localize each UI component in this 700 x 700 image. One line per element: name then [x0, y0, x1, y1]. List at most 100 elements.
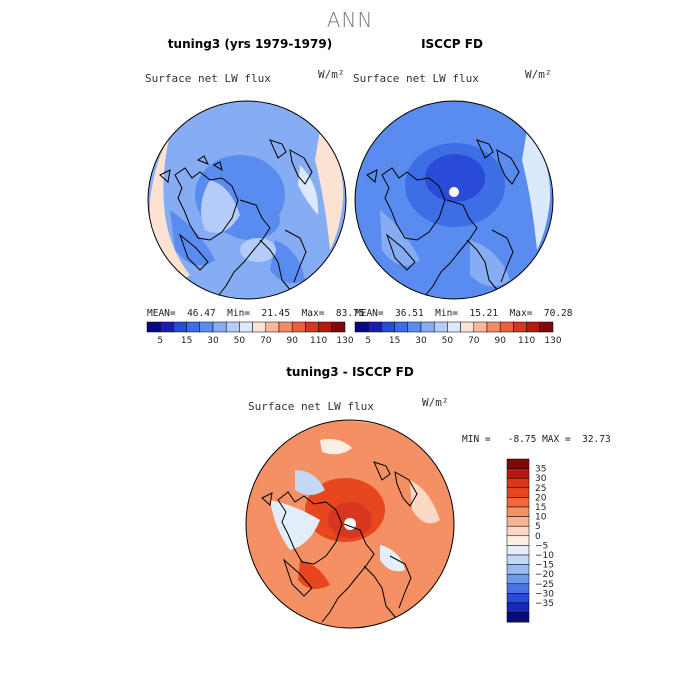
main-title: ANN	[326, 8, 374, 32]
panel1-max-label: Max=	[301, 308, 325, 319]
colorbar-swatch	[506, 497, 530, 508]
panel2-min-label: Min=	[435, 308, 459, 319]
colorbar-tick-label: −25	[535, 580, 554, 590]
colorbar-tick-label: 5	[157, 336, 163, 346]
panel2-mean: 36.51	[395, 308, 424, 319]
panel2-units: W/m²	[525, 68, 552, 81]
colorbar-swatch	[506, 573, 530, 585]
colorbar-swatch	[420, 321, 435, 333]
colorbar-swatch	[265, 321, 280, 333]
colorbar-swatch	[186, 321, 201, 333]
panel1-units: W/m²	[318, 68, 345, 81]
colorbar-swatch	[506, 612, 530, 623]
panel2-max-label: Max=	[509, 308, 533, 319]
colorbar-tick-label: −35	[535, 599, 554, 609]
panel1-mean-label: MEAN=	[147, 308, 176, 319]
panel1-colorbar: 5 15 30 50 70 90 110 130	[146, 321, 354, 346]
panel1-variable: Surface net LW flux	[145, 72, 271, 85]
colorbar-swatch	[381, 321, 395, 333]
colorbar-swatch	[506, 554, 530, 565]
colorbar-swatch	[539, 321, 554, 333]
colorbar-tick-label: −5	[535, 541, 548, 551]
colorbar-swatch	[291, 321, 306, 333]
colorbar-swatch	[159, 321, 174, 333]
colorbar-tick-label: 15	[181, 336, 192, 346]
panel2-map	[354, 100, 554, 300]
colorbar-swatch	[473, 321, 488, 333]
colorbar-swatch	[506, 602, 530, 613]
colorbar-swatch	[506, 487, 530, 498]
colorbar-swatch	[506, 477, 530, 489]
panel2-min: 15.21	[469, 308, 499, 319]
panel2-variable: Surface net LW flux	[353, 72, 479, 85]
diff-map	[245, 419, 455, 629]
colorbar-tick-label: 50	[234, 336, 246, 346]
colorbar-tick-label: 0	[535, 532, 541, 542]
colorbar-tick-label: 5	[535, 522, 541, 532]
colorbar-swatch	[331, 321, 346, 333]
panel2-colorbar: 5 15 30 50 70 90 110 130	[354, 321, 562, 346]
colorbar-swatch	[486, 321, 501, 333]
colorbar-swatch	[367, 321, 382, 333]
panel2-stats: MEAN= 36.51 Min= 15.21 Max= 70.28	[355, 308, 572, 319]
panel1-title: tuning3 (yrs 1979-1979)	[167, 37, 333, 51]
colorbar-tick-label: −10	[535, 551, 554, 561]
colorbar-swatch	[212, 321, 227, 333]
colorbar-tick-label: 70	[468, 336, 480, 346]
colorbar-tick-label: 70	[260, 336, 272, 346]
colorbar-tick-label: 35	[535, 465, 546, 475]
diff-variable: Surface net LW flux	[248, 400, 374, 413]
colorbar-swatch	[506, 525, 530, 537]
colorbar-tick-label: 110	[518, 336, 535, 346]
colorbar-swatch	[239, 321, 253, 333]
colorbar-tick-label: 10	[535, 513, 547, 523]
colorbar-swatch	[447, 321, 461, 333]
colorbar-tick-label: 30	[535, 474, 547, 484]
colorbar-swatch	[318, 321, 333, 333]
colorbar-swatch	[506, 506, 530, 517]
colorbar-tick-label: 90	[494, 336, 506, 346]
colorbar-swatch	[199, 321, 214, 333]
colorbar-swatch	[513, 321, 527, 333]
colorbar-tick-label: −30	[535, 589, 554, 599]
colorbar-tick-label: 15	[535, 503, 546, 513]
colorbar-swatch	[407, 321, 422, 333]
colorbar-swatch	[146, 321, 161, 333]
colorbar-tick-label: 110	[310, 336, 327, 346]
colorbar-swatch	[506, 535, 530, 546]
colorbar-tick-label: 130	[336, 336, 353, 346]
colorbar-swatch	[506, 468, 530, 479]
colorbar-tick-label: 90	[286, 336, 298, 346]
colorbar-tick-label: 30	[415, 336, 427, 346]
diff-units: W/m²	[422, 396, 449, 409]
colorbar-tick-label: 20	[535, 493, 547, 503]
colorbar-swatch	[305, 321, 319, 333]
panel1-max: 83.75	[335, 308, 365, 319]
colorbar-swatch	[394, 321, 409, 333]
colorbar-swatch	[433, 321, 448, 333]
colorbar-tick-label: 130	[544, 336, 561, 346]
panel1-min-label: Min=	[227, 308, 251, 319]
colorbar-swatch	[506, 458, 530, 469]
colorbar-tick-label: 30	[207, 336, 219, 346]
panel1-map	[147, 100, 347, 300]
panel2-mean-label: MEAN=	[355, 308, 384, 319]
colorbar-swatch	[460, 321, 475, 333]
colorbar-swatch	[526, 321, 541, 333]
colorbar-swatch	[506, 564, 530, 575]
colorbar-swatch	[506, 583, 530, 594]
colorbar-swatch	[225, 321, 240, 333]
colorbar-swatch	[354, 321, 369, 333]
colorbar-tick-label: 50	[442, 336, 454, 346]
colorbar-tick-label: 15	[389, 336, 400, 346]
panel2-max: 70.28	[543, 308, 573, 319]
colorbar-tick-label: −20	[535, 570, 554, 580]
colorbar-swatch	[278, 321, 293, 333]
colorbar-tick-label: 25	[535, 484, 546, 494]
diff-title: tuning3 - ISCCP FD	[286, 365, 414, 379]
colorbar-tick-label: 5	[365, 336, 371, 346]
colorbar-swatch	[499, 321, 514, 333]
panel1-min: 21.45	[261, 308, 291, 319]
